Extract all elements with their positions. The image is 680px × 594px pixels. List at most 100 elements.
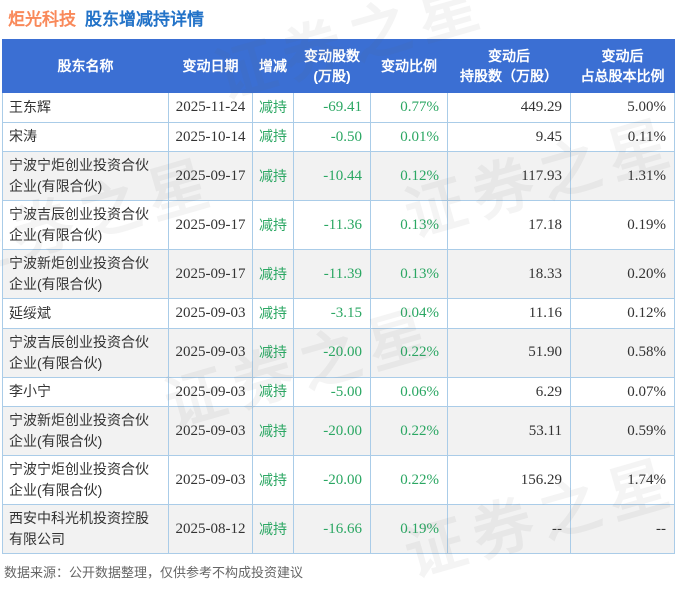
cell-shares-after: 9.45 [447,121,571,152]
table-row: 延绥斌 2025-09-03 减持 -3.15 0.04% 11.16 0.12… [2,298,675,329]
cell-change-ratio: 0.77% [370,92,448,123]
table-row: 宁波新炬创业投资合伙 企业(有限合伙) 2025-09-17 减持 -11.39… [2,249,675,299]
cell-shares-after: 449.29 [447,92,571,123]
cell-change-shares: -0.50 [293,121,371,152]
cell-shares-after: 156.29 [447,455,571,505]
cell-shares-after: 53.11 [447,406,571,456]
cell-change-shares: -69.41 [293,92,371,123]
cell-change-shares: -5.00 [293,376,371,407]
table-row: 西安中科光机投资控股 有限公司 2025-08-12 减持 -16.66 0.1… [2,504,675,554]
table-header-row: 股东名称 变动日期 增减 变动股数 (万股) 变动比例 变动后 持股数（万股） … [2,39,675,93]
cell-shares-after: 11.16 [447,298,571,329]
cell-shares-after: 18.33 [447,249,571,299]
cell-action: 减持 [252,249,294,299]
cell-change-date: 2025-09-17 [168,200,253,250]
cell-change-date: 2025-09-03 [168,376,253,407]
cell-shares-after: 17.18 [447,200,571,250]
cell-change-ratio: 0.13% [370,200,448,250]
cell-change-date: 2025-09-17 [168,249,253,299]
page-title: 炬光科技 股东增减持详情 [0,0,680,39]
cell-change-date: 2025-09-03 [168,298,253,329]
stock-name: 炬光科技 [8,10,76,29]
col-header-ratio-after: 变动后 占总股本比例 [570,39,675,93]
cell-change-shares: -20.00 [293,327,371,378]
cell-shareholder-name: 宁波吉辰创业投资合伙 企业(有限合伙) [2,200,169,250]
table-row: 宁波吉辰创业投资合伙 企业(有限合伙) 2025-09-17 减持 -11.36… [2,200,675,250]
cell-ratio-after: 0.59% [570,406,675,456]
cell-action: 减持 [252,92,294,123]
shareholder-change-table: 股东名称 变动日期 增减 变动股数 (万股) 变动比例 变动后 持股数（万股） … [2,39,675,554]
cell-change-date: 2025-09-03 [168,455,253,505]
col-header-shares-after: 变动后 持股数（万股） [447,39,571,93]
cell-shares-after: 6.29 [447,376,571,407]
col-header-action: 增减 [252,39,294,93]
cell-ratio-after: 0.07% [570,376,675,407]
cell-action: 减持 [252,455,294,505]
cell-action: 减持 [252,200,294,250]
table-row: 宋涛 2025-10-14 减持 -0.50 0.01% 9.45 0.11% [2,121,675,152]
cell-shares-after: -- [447,504,571,554]
cell-change-ratio: 0.04% [370,298,448,329]
data-source-note: 数据来源：公开数据整理，仅供参考不构成投资建议 [4,565,304,580]
cell-shares-after: 117.93 [447,151,571,201]
cell-ratio-after: 0.11% [570,121,675,152]
cell-change-ratio: 0.19% [370,504,448,554]
cell-change-date: 2025-10-14 [168,121,253,152]
cell-change-ratio: 0.22% [370,327,448,378]
col-header-shareholder-name: 股东名称 [2,39,169,93]
cell-ratio-after: 1.31% [570,151,675,201]
cell-ratio-after: 0.20% [570,249,675,299]
table-row: 王东辉 2025-11-24 减持 -69.41 0.77% 449.29 5.… [2,92,675,123]
cell-change-ratio: 0.01% [370,121,448,152]
cell-action: 减持 [252,327,294,378]
table-row: 宁波宁炬创业投资合伙 企业(有限合伙) 2025-09-17 减持 -10.44… [2,151,675,201]
cell-shareholder-name: 西安中科光机投资控股 有限公司 [2,504,169,554]
cell-change-date: 2025-08-12 [168,504,253,554]
cell-change-shares: -11.36 [293,200,371,250]
cell-shareholder-name: 宋涛 [2,121,169,152]
table-row: 宁波新炬创业投资合伙 企业(有限合伙) 2025-09-03 减持 -20.00… [2,406,675,456]
cell-ratio-after: 0.19% [570,200,675,250]
cell-change-ratio: 0.13% [370,249,448,299]
cell-change-shares: -16.66 [293,504,371,554]
cell-action: 减持 [252,151,294,201]
cell-shareholder-name: 延绥斌 [2,298,169,329]
cell-change-ratio: 0.22% [370,455,448,505]
cell-change-shares: -20.00 [293,406,371,456]
col-header-change-ratio: 变动比例 [370,39,448,93]
cell-shareholder-name: 李小宁 [2,376,169,407]
cell-ratio-after: 0.58% [570,327,675,378]
cell-change-shares: -3.15 [293,298,371,329]
cell-shareholder-name: 宁波宁炬创业投资合伙 企业(有限合伙) [2,151,169,201]
cell-change-date: 2025-09-03 [168,327,253,378]
cell-ratio-after: 1.74% [570,455,675,505]
cell-change-shares: -11.39 [293,249,371,299]
title-subtitle: 股东增减持详情 [85,10,204,29]
table-row: 宁波吉辰创业投资合伙 企业(有限合伙) 2025-09-03 减持 -20.00… [2,327,675,378]
table-row: 宁波宁炬创业投资合伙 企业(有限合伙) 2025-09-03 减持 -20.00… [2,455,675,505]
cell-action: 减持 [252,298,294,329]
cell-action: 减持 [252,406,294,456]
cell-change-ratio: 0.06% [370,376,448,407]
cell-shareholder-name: 王东辉 [2,92,169,123]
cell-change-ratio: 0.12% [370,151,448,201]
cell-shareholder-name: 宁波新炬创业投资合伙 企业(有限合伙) [2,406,169,456]
cell-shareholder-name: 宁波宁炬创业投资合伙 企业(有限合伙) [2,455,169,505]
col-header-change-date: 变动日期 [168,39,253,93]
cell-shareholder-name: 宁波新炬创业投资合伙 企业(有限合伙) [2,249,169,299]
cell-ratio-after: -- [570,504,675,554]
cell-change-shares: -20.00 [293,455,371,505]
cell-change-date: 2025-09-17 [168,151,253,201]
cell-ratio-after: 5.00% [570,92,675,123]
cell-change-shares: -10.44 [293,151,371,201]
col-header-change-shares: 变动股数 (万股) [293,39,371,93]
table-row: 李小宁 2025-09-03 减持 -5.00 0.06% 6.29 0.07% [2,376,675,407]
cell-change-ratio: 0.22% [370,406,448,456]
cell-action: 减持 [252,376,294,407]
cell-shareholder-name: 宁波吉辰创业投资合伙 企业(有限合伙) [2,327,169,378]
cell-action: 减持 [252,504,294,554]
cell-ratio-after: 0.12% [570,298,675,329]
cell-change-date: 2025-11-24 [168,92,253,123]
cell-shares-after: 51.90 [447,327,571,378]
cell-action: 减持 [252,121,294,152]
